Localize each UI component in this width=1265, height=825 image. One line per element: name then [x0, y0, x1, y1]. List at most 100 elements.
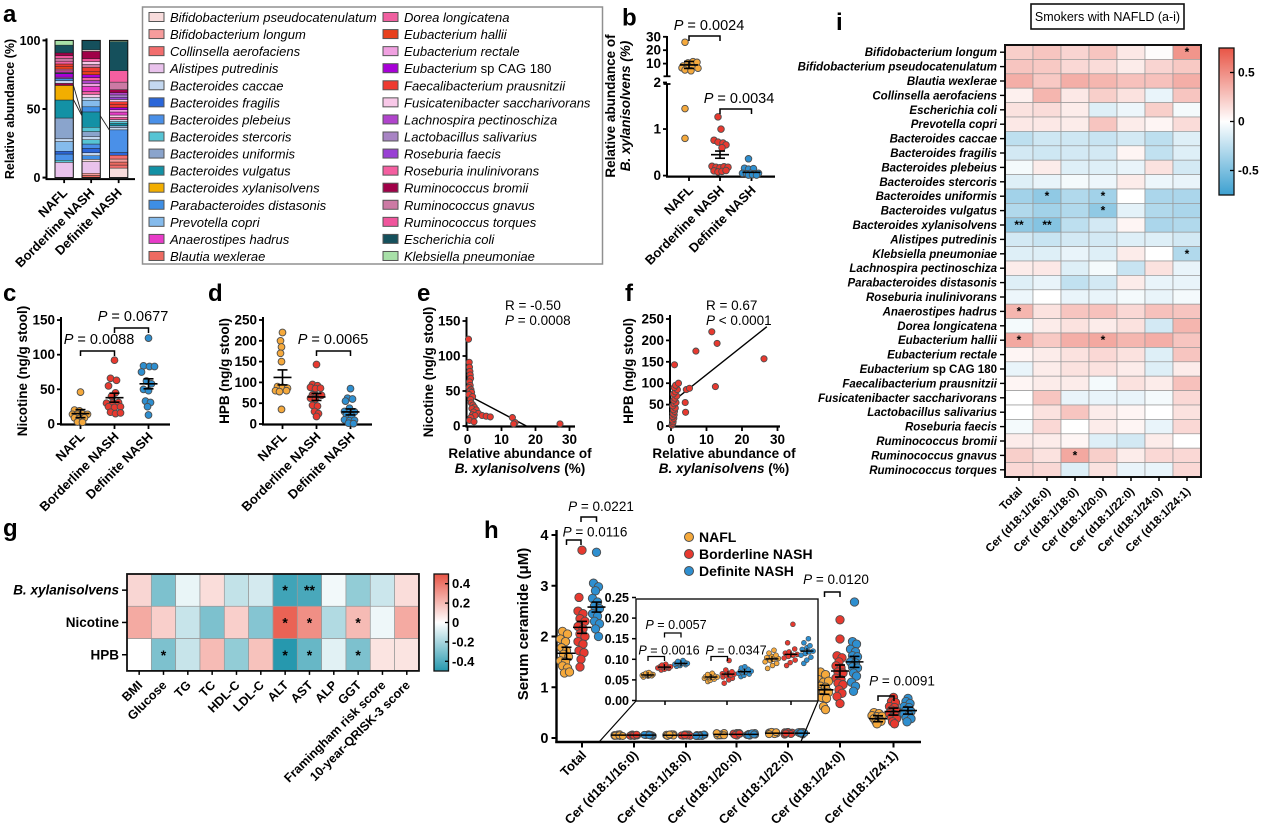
svg-text:250: 250 — [234, 313, 257, 328]
svg-text:Prevotella copri: Prevotella copri — [911, 119, 998, 131]
svg-text:P = 0.0065: P = 0.0065 — [298, 332, 369, 348]
svg-text:30: 30 — [562, 432, 577, 447]
svg-text:-0.2: -0.2 — [452, 634, 474, 649]
svg-text:Ruminococcus bromii: Ruminococcus bromii — [404, 181, 529, 196]
svg-text:*: * — [1073, 448, 1078, 462]
svg-text:0: 0 — [656, 419, 664, 434]
svg-text:*: * — [355, 614, 361, 630]
svg-text:P = 0.0057: P = 0.0057 — [645, 618, 706, 632]
svg-text:*: * — [1101, 204, 1106, 218]
svg-text:Nicotine (ng/g stool): Nicotine (ng/g stool) — [421, 307, 436, 438]
svg-text:Dorea longicatena: Dorea longicatena — [404, 10, 510, 25]
svg-text:150: 150 — [234, 354, 257, 369]
svg-text:*: * — [1045, 189, 1050, 203]
svg-text:Bacteroides xylanisolvens: Bacteroides xylanisolvens — [170, 181, 320, 196]
svg-text:Collinsella aerofaciens: Collinsella aerofaciens — [170, 44, 301, 59]
svg-text:Bacteroides stercoris: Bacteroides stercoris — [879, 177, 997, 189]
svg-text:Faecalibacterium prausnitzii: Faecalibacterium prausnitzii — [404, 78, 566, 93]
svg-text:2: 2 — [540, 630, 548, 646]
svg-text:100: 100 — [641, 376, 664, 391]
svg-text:Roseburia faecis: Roseburia faecis — [404, 147, 501, 162]
svg-text:50: 50 — [649, 397, 664, 412]
svg-text:Bifidobacterium pseudocatenula: Bifidobacterium pseudocatenulatum — [798, 62, 997, 74]
svg-text:Alistipes putredinis: Alistipes putredinis — [889, 234, 997, 246]
svg-text:4: 4 — [540, 528, 548, 544]
svg-text:200: 200 — [641, 333, 664, 348]
svg-text:P = 0.0088: P = 0.0088 — [64, 332, 135, 348]
svg-text:Bifidobacterium longum: Bifidobacterium longum — [170, 27, 306, 42]
svg-text:P = 0.0091: P = 0.0091 — [869, 674, 935, 689]
svg-text:Bacteroides caccae: Bacteroides caccae — [170, 78, 283, 93]
svg-text:*: * — [1101, 189, 1106, 203]
svg-text:Bacteroides vulgatus: Bacteroides vulgatus — [170, 164, 291, 179]
svg-text:Bifidobacterium longum: Bifidobacterium longum — [865, 47, 997, 59]
svg-text:*: * — [1017, 304, 1022, 318]
svg-text:0.2: 0.2 — [452, 596, 470, 611]
svg-text:Dorea longicatena: Dorea longicatena — [897, 321, 997, 333]
svg-text:0.15: 0.15 — [605, 632, 629, 646]
svg-text:HPB (ng/g stool): HPB (ng/g stool) — [217, 318, 232, 424]
svg-text:P = 0.0221: P = 0.0221 — [568, 499, 634, 514]
svg-text:*: * — [161, 647, 167, 663]
svg-text:100: 100 — [234, 375, 257, 390]
svg-text:**: ** — [1014, 218, 1024, 232]
svg-text:0: 0 — [452, 615, 459, 630]
svg-text:Lachnospira pectinoschiza: Lachnospira pectinoschiza — [849, 263, 997, 275]
svg-text:**: ** — [304, 582, 315, 598]
svg-text:Borderline NASH: Borderline NASH — [699, 546, 813, 562]
svg-text:20: 20 — [734, 432, 749, 447]
svg-text:10: 10 — [494, 432, 509, 447]
svg-text:P = 0.0024: P = 0.0024 — [674, 18, 745, 34]
svg-text:0: 0 — [453, 419, 461, 434]
svg-text:R = -0.50: R = -0.50 — [505, 298, 561, 313]
svg-text:Eubacterium rectale: Eubacterium rectale — [404, 44, 520, 59]
svg-text:2: 2 — [653, 75, 661, 90]
svg-text:Lactobacillus salivarius: Lactobacillus salivarius — [404, 129, 537, 144]
svg-text:3: 3 — [540, 579, 548, 595]
svg-text:h: h — [484, 517, 499, 544]
svg-text:Bacteroides fragilis: Bacteroides fragilis — [170, 95, 280, 110]
svg-text:P = 0.0016: P = 0.0016 — [638, 644, 699, 658]
svg-text:*: * — [355, 647, 361, 663]
svg-text:Roseburia inulinivorans: Roseburia inulinivorans — [866, 292, 997, 304]
svg-text:150: 150 — [438, 314, 461, 329]
svg-text:100: 100 — [32, 347, 55, 362]
svg-text:Lachnospira pectinoschiza: Lachnospira pectinoschiza — [404, 112, 557, 127]
svg-text:*: * — [1017, 333, 1022, 347]
svg-text:B. xylanisolvens (%): B. xylanisolvens (%) — [618, 40, 633, 171]
svg-text:*: * — [282, 647, 288, 663]
svg-text:Prevotella copri: Prevotella copri — [170, 215, 261, 230]
svg-text:0: 0 — [540, 731, 548, 747]
svg-text:HPB (ng/g stool): HPB (ng/g stool) — [621, 318, 636, 424]
svg-text:Blautia wexlerae: Blautia wexlerae — [907, 76, 998, 88]
svg-text:*: * — [1101, 333, 1106, 347]
svg-text:Relative abundance of: Relative abundance of — [652, 446, 796, 461]
svg-text:P = 0.0116: P = 0.0116 — [563, 525, 628, 540]
svg-text:0.4: 0.4 — [452, 576, 471, 591]
svg-text:Relative abundance (%): Relative abundance (%) — [3, 39, 17, 179]
svg-text:Bacteroides fragilis: Bacteroides fragilis — [890, 148, 997, 160]
svg-text:Fusicatenibacter saccharivoran: Fusicatenibacter saccharivorans — [818, 393, 997, 405]
svg-text:P = 0.0347: P = 0.0347 — [705, 644, 766, 658]
svg-text:0: 0 — [47, 417, 55, 432]
svg-text:20: 20 — [528, 432, 543, 447]
svg-text:20: 20 — [646, 43, 661, 58]
svg-text:Eubacterium sp CAG 180: Eubacterium sp CAG 180 — [404, 61, 551, 76]
svg-text:0.10: 0.10 — [605, 653, 629, 667]
svg-text:Eubacterium rectale: Eubacterium rectale — [887, 350, 998, 362]
svg-text:50: 50 — [40, 382, 55, 397]
svg-text:Lactobacillus salivarius: Lactobacillus salivarius — [867, 407, 997, 419]
svg-text:250: 250 — [641, 312, 664, 327]
svg-text:g: g — [3, 515, 18, 542]
svg-text:Nicotine: Nicotine — [66, 615, 120, 630]
svg-text:0: 0 — [653, 168, 661, 183]
svg-text:0.5: 0.5 — [1238, 66, 1255, 80]
svg-text:*: * — [307, 614, 313, 630]
svg-text:Bacteroides plebeius: Bacteroides plebeius — [170, 112, 291, 127]
svg-text:Blautia wexlerae: Blautia wexlerae — [170, 249, 265, 264]
svg-text:Bacteroides plebeius: Bacteroides plebeius — [881, 162, 997, 174]
svg-text:Bacteroides uniformis: Bacteroides uniformis — [876, 191, 997, 203]
svg-text:-0.4: -0.4 — [452, 654, 475, 669]
svg-text:0.00: 0.00 — [605, 694, 629, 708]
svg-text:a: a — [3, 1, 17, 28]
